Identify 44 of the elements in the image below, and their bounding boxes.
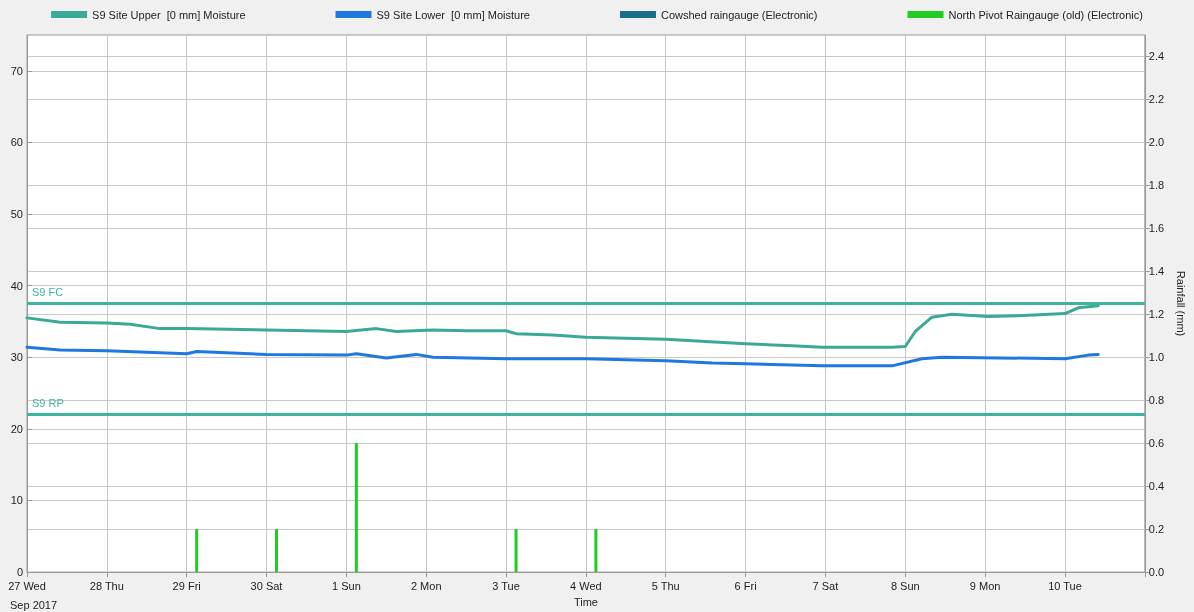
y2-tick-label: 1.4 [1148, 265, 1165, 278]
y2-tick-label: 1.8 [1148, 179, 1165, 192]
x-tick-label: 6 Fri [734, 579, 757, 592]
legend-label: S9 Site Upper [0 mm] Moisture [92, 8, 246, 21]
y2-tick-label: 2.0 [1148, 136, 1165, 149]
ref-line-label: S9 FC [32, 286, 64, 299]
x-tick-label: 29 Fri [172, 579, 201, 592]
x-tick-label: 1 Sun [332, 579, 361, 592]
y-tick-label: 10 [10, 494, 23, 507]
legend-label: Cowshed raingauge (Electronic) [660, 8, 818, 21]
ref-line-label: S9 RP [32, 397, 64, 410]
y-tick-label: 70 [10, 64, 23, 77]
x-tick-label: 3 Tue [492, 579, 520, 592]
y2-tick-label: 0.2 [1148, 523, 1165, 536]
legend-label: S9 Site Lower [0 mm] Moisture [376, 8, 530, 21]
x-axis-title: Time [573, 595, 598, 608]
y2-tick-label: 1.6 [1148, 222, 1165, 235]
y2-tick-label: 0.0 [1148, 566, 1165, 579]
x-tick-label: 5 Thu [651, 579, 680, 592]
x-tick-label: 9 Mon [969, 579, 1001, 592]
y2-tick-label: 0.4 [1148, 480, 1165, 493]
y-tick-label: 30 [10, 351, 23, 364]
y2-axis-title: Rainfall (mm) [1174, 270, 1187, 337]
x-tick-label: 7 Sat [812, 579, 839, 592]
y2-tick-label: 1.0 [1148, 351, 1165, 364]
x-tick-label: 30 Sat [250, 579, 283, 592]
x-tick-label: 8 Sun [890, 579, 920, 592]
x-tick-label: 27 Wed [8, 579, 46, 592]
x-tick-label: 28 Thu [89, 579, 124, 592]
y-tick-label: 20 [10, 422, 23, 435]
x-tick-label: 2 Mon [410, 579, 442, 592]
y2-tick-label: 1.2 [1148, 308, 1165, 321]
x-tick-label: 10 Tue [1048, 579, 1082, 592]
y2-tick-label: 0.8 [1148, 394, 1165, 407]
y2-tick-label: 2.4 [1148, 50, 1165, 63]
x-tick-label: 4 Wed [570, 579, 602, 592]
y2-tick-label: 2.2 [1148, 93, 1165, 106]
legend-label: North Pivot Raingauge (old) (Electronic) [948, 8, 1143, 21]
y-tick-label: 40 [10, 279, 23, 292]
y-tick-label: 60 [10, 136, 23, 149]
text: Sep 2017 [10, 598, 58, 611]
y-tick-label: 0 [16, 566, 23, 579]
y2-tick-label: 0.6 [1148, 437, 1165, 450]
y-tick-label: 50 [10, 208, 23, 221]
